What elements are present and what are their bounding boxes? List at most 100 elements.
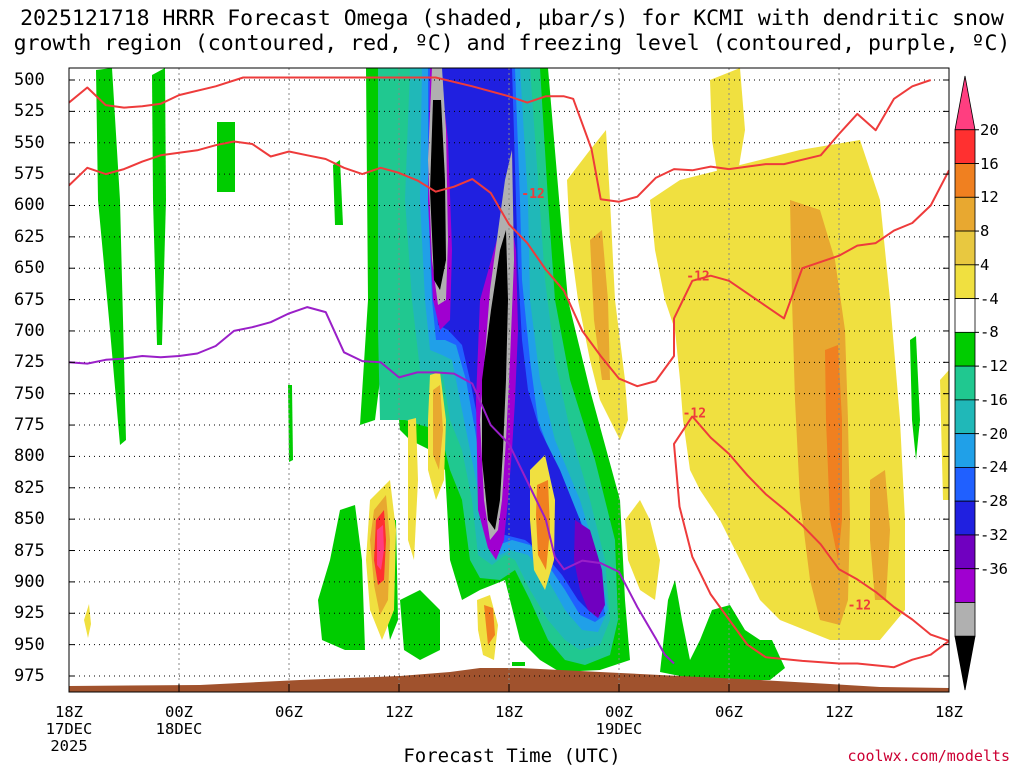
colorbar-label: -24: [980, 458, 1008, 477]
y-tick-label: 975: [14, 666, 45, 686]
title-line-1: 2025121718 HRRR Forecast Omega (shaded, …: [20, 6, 1004, 31]
colorbar-swatch: [954, 331, 976, 367]
colorbar-label: -8: [980, 323, 999, 342]
colorbar-swatch: [954, 635, 976, 691]
x-axis-title: Forecast Time (UTC): [403, 745, 621, 767]
omega-black-core: [482, 230, 508, 530]
x-tick-label: 18Z 17DEC 2025: [34, 704, 104, 755]
y-tick-label: 550: [14, 132, 45, 153]
y-tick-label: 850: [14, 509, 45, 530]
y-tick-label: 500: [14, 70, 45, 90]
colorbar-swatch: [954, 602, 976, 637]
x-tick-label-line: 00Z: [165, 703, 193, 721]
omega-orange-darker: [825, 345, 842, 560]
credit-link[interactable]: coolwx.com/modelts: [847, 747, 1010, 765]
axis-ticks: [68, 79, 950, 692]
x-tick-label: 12Z: [364, 704, 434, 721]
x-tick-label-line: 06Z: [275, 703, 303, 721]
colorbar-swatch: [954, 500, 976, 536]
contour-label: -12: [521, 187, 544, 202]
colorbar-swatch: [954, 75, 976, 131]
omega-purple-region: [574, 520, 605, 618]
y-tick-label: 600: [14, 195, 45, 216]
colorbar-swatch: [954, 298, 976, 333]
omega-magenta-core: [377, 525, 384, 570]
omega-orange-region: [536, 480, 550, 570]
colorbar-swatch: [954, 163, 976, 198]
omega-green-region: [512, 662, 525, 666]
colorbar-swatch: [954, 230, 976, 266]
y-tick-label: 750: [14, 383, 45, 404]
x-tick-label-line: 2025: [50, 737, 88, 755]
freezing-level-contour: [69, 306, 675, 665]
colorbar-label: 4: [980, 255, 990, 274]
omega-orange-region: [870, 470, 890, 600]
colorbar-swatch: [954, 467, 976, 502]
colorbar-label: -32: [980, 525, 1008, 544]
omega-shading: [84, 68, 949, 680]
omega-green-region: [96, 68, 126, 445]
omega-orange-region: [484, 605, 495, 645]
colorbar-label: -36: [980, 559, 1008, 578]
omega-green-region: [318, 505, 365, 650]
colorbar-label: -28: [980, 492, 1008, 511]
dgz-contour-lower: [69, 140, 949, 388]
y-tick-label: 650: [14, 258, 45, 279]
colorbar-label: 12: [980, 188, 999, 207]
omega-green-region: [660, 580, 785, 680]
x-tick-label: 00Z 19DEC: [584, 704, 654, 738]
x-tick-label: 06Z: [694, 704, 764, 721]
colorbar-label: -4: [980, 289, 999, 308]
colorbar-label: -20: [980, 424, 1008, 443]
y-tick-label: 525: [14, 101, 45, 122]
colorbar-swatch: [954, 196, 976, 232]
y-tick-label: 925: [14, 603, 45, 624]
omega-yellow-dot: [84, 604, 91, 638]
colorbar-swatch: [954, 365, 976, 401]
y-tick-label: 950: [14, 634, 45, 655]
dgz-contour-lower-loop: [673, 415, 949, 669]
y-tick-label: 825: [14, 477, 45, 498]
contours: -12 -12 -12 -12: [69, 76, 949, 669]
omega-green-region: [400, 590, 440, 660]
x-tick-label: 12Z: [804, 704, 874, 721]
omega-black-core: [430, 100, 446, 290]
colorbar-swatch: [954, 129, 976, 164]
x-tick-label-line: 19DEC: [595, 720, 643, 738]
y-tick-label: 775: [14, 415, 45, 436]
omega-green-region: [333, 160, 343, 225]
x-tick-label: 00Z 18DEC: [144, 704, 214, 738]
x-tick-label-line: 18Z: [495, 703, 523, 721]
colorbar: [954, 75, 979, 691]
x-tick-label-line: 12Z: [385, 703, 413, 721]
colorbar-swatch: [954, 264, 976, 299]
x-tick-label: 18Z: [474, 704, 544, 721]
omega-yellow-region: [940, 370, 949, 500]
chart-title: 2025121718 HRRR Forecast Omega (shaded, …: [0, 6, 1024, 56]
colorbar-label: -16: [980, 390, 1008, 409]
y-tick-label: 875: [14, 540, 45, 561]
x-tick-label-line: 00Z: [605, 703, 633, 721]
omega-yellow-region: [408, 418, 418, 560]
y-tick-label: 900: [14, 571, 45, 592]
title-line-2: growth region (contoured, red, ºC) and f…: [13, 31, 1011, 56]
x-tick-label-line: 18Z: [935, 703, 963, 721]
x-tick-label-line: 12Z: [825, 703, 853, 721]
colorbar-swatch: [954, 399, 976, 435]
colorbar-label: 20: [980, 120, 999, 139]
y-tick-label: 575: [14, 164, 45, 185]
y-tick-label: 725: [14, 352, 45, 373]
x-tick-label: 18Z: [914, 704, 984, 721]
omega-orange-region: [590, 230, 610, 380]
grid-lines: [69, 68, 949, 692]
y-tick-label: 800: [14, 446, 45, 467]
contour-label: -12: [686, 270, 709, 285]
colorbar-label: 16: [980, 154, 999, 173]
x-tick-label-line: 18DEC: [155, 720, 203, 738]
x-tick-label-line: 06Z: [715, 703, 743, 721]
dgz-contour-upper: [69, 76, 932, 203]
x-tick-label: 06Z: [254, 704, 324, 721]
colorbar-swatch: [954, 433, 976, 468]
omega-green-region: [217, 122, 235, 192]
